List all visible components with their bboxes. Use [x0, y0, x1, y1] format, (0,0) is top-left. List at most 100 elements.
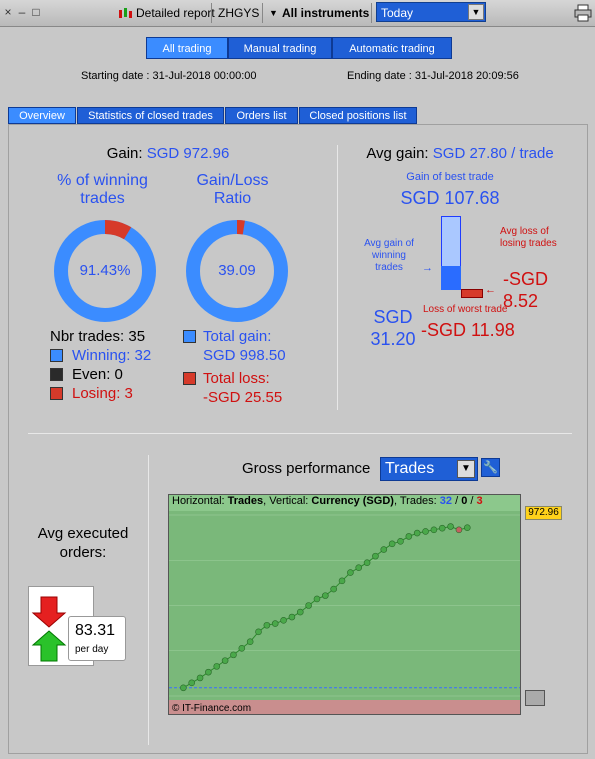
performance-chart	[168, 494, 521, 715]
data-point	[347, 569, 354, 576]
data-point	[296, 608, 304, 616]
chart-header-v: Currency (SGD)	[311, 495, 394, 507]
chart-header-h-prefix: Horizontal:	[172, 495, 228, 507]
total-loss-legend-icon	[183, 372, 196, 385]
avg-gain-label: Avg gain:	[366, 145, 429, 162]
chart-trades-even: 0	[461, 495, 468, 507]
data-point	[355, 564, 363, 571]
loss-bar	[461, 289, 483, 298]
total-gain-label: Total gain:	[203, 328, 272, 345]
chevron-down-icon[interactable]: ▼	[457, 460, 475, 478]
worst-trade-label: Loss of worst trade	[423, 304, 508, 315]
data-point	[430, 526, 438, 534]
minimize-icon[interactable]: –	[18, 5, 26, 19]
data-point	[180, 684, 187, 692]
toolbar: × – □ Detailed report ZHGYS ▼ All instru…	[0, 0, 595, 27]
data-point	[213, 663, 221, 670]
avg-loss-label: Avg loss of losing trades	[500, 226, 557, 249]
data-point	[288, 613, 296, 621]
data-point	[338, 577, 346, 585]
avg-gain-trades-value: SGD 31.20	[370, 307, 416, 349]
data-point	[263, 621, 271, 629]
chart-trades-loss: 3	[476, 495, 483, 507]
total-gain-legend-icon	[183, 330, 196, 343]
tab-automatic-trading[interactable]: Automatic trading	[332, 37, 452, 59]
chart-header-h: Trades	[227, 495, 264, 507]
data-point	[438, 524, 446, 532]
orders-value-card: 83.31 per day	[68, 616, 126, 661]
best-trade-label: Gain of best trade	[406, 171, 494, 183]
performance-select-value: Trades	[385, 460, 435, 477]
data-point	[238, 644, 246, 652]
orders-unit: per day	[75, 644, 109, 655]
arrow-left-icon: ←	[485, 284, 496, 296]
orders-value: 83.31	[75, 622, 116, 639]
starting-date: Starting date : 31-Jul-2018 00:00:00	[81, 70, 257, 82]
symbol-label[interactable]: ZHGYS	[218, 6, 260, 20]
data-point	[246, 638, 254, 645]
chart-header-mid: , Vertical:	[263, 495, 312, 507]
section-divider	[148, 455, 149, 745]
tab-closed-positions[interactable]: Closed positions list	[299, 107, 417, 124]
avg-gain-trades-label: Avg gain of winning trades	[364, 238, 414, 273]
data-point	[313, 595, 321, 603]
chart-header-trades: , Trades:	[393, 495, 440, 507]
instruments-selector[interactable]: All instruments	[282, 6, 370, 20]
period-value: Today	[381, 6, 414, 20]
data-point	[205, 668, 212, 676]
data-point	[255, 628, 262, 636]
section-divider	[28, 433, 572, 434]
data-point	[455, 526, 463, 534]
wrench-icon[interactable]: 🔧	[481, 458, 500, 477]
avg-gain-heading: Avg gain: SGD 27.80 / trade	[345, 145, 575, 162]
gain-heading: Gain: SGD 972.96	[0, 145, 336, 162]
ratio-title: Gain/Loss Ratio	[196, 172, 269, 207]
tab-overview[interactable]: Overview	[8, 107, 76, 124]
data-point	[380, 546, 388, 553]
tab-manual-trading[interactable]: Manual trading	[228, 37, 332, 59]
data-point	[363, 559, 371, 567]
data-point	[230, 651, 237, 659]
data-point	[280, 617, 287, 624]
total-loss-value: -SGD 25.55	[203, 389, 283, 406]
print-icon[interactable]	[574, 4, 592, 22]
data-point	[330, 585, 337, 593]
nbr-trades: Nbr trades: 35	[50, 328, 146, 345]
toolbar-divider	[371, 3, 372, 23]
ratio-ring	[186, 220, 288, 322]
zero-marker	[525, 690, 545, 706]
close-icon[interactable]: ×	[4, 5, 12, 19]
chevron-down-icon[interactable]: ▼	[468, 4, 484, 20]
performance-select[interactable]: Trades ▼	[380, 457, 478, 481]
chart-slash-2: /	[467, 495, 477, 507]
section-divider	[337, 145, 338, 410]
chevron-down-icon[interactable]: ▼	[269, 8, 278, 18]
data-point	[196, 674, 204, 682]
data-point	[413, 529, 421, 537]
data-point	[463, 524, 471, 531]
data-point	[221, 657, 229, 664]
toolbar-divider	[211, 3, 212, 23]
chart-slash-1: /	[452, 495, 462, 507]
data-point	[305, 602, 312, 609]
data-point	[322, 592, 329, 599]
performance-plot	[169, 514, 520, 697]
maximize-icon[interactable]: □	[32, 5, 40, 19]
period-select[interactable]: Today ▼	[376, 2, 486, 22]
data-point	[372, 552, 379, 560]
total-gain-value: SGD 998.50	[203, 347, 286, 364]
avg-gain-value: SGD 27.80 / trade	[432, 145, 554, 162]
last-value-badge: 972.96	[525, 506, 562, 520]
tab-orders-list[interactable]: Orders list	[225, 107, 298, 124]
tab-all-trading[interactable]: All trading	[146, 37, 228, 59]
candlestick-icon	[118, 6, 132, 20]
data-point	[447, 523, 454, 530]
losing-legend-icon	[50, 387, 63, 400]
chart-header: Horizontal: Trades, Vertical: Currency (…	[169, 495, 520, 511]
data-point	[271, 620, 279, 627]
gain-label: Gain:	[106, 145, 143, 162]
detailed-report-button[interactable]: Detailed report	[136, 6, 215, 20]
data-point	[397, 538, 404, 545]
arrow-right-icon: →	[422, 262, 433, 274]
tab-statistics[interactable]: Statistics of closed trades	[77, 107, 224, 124]
